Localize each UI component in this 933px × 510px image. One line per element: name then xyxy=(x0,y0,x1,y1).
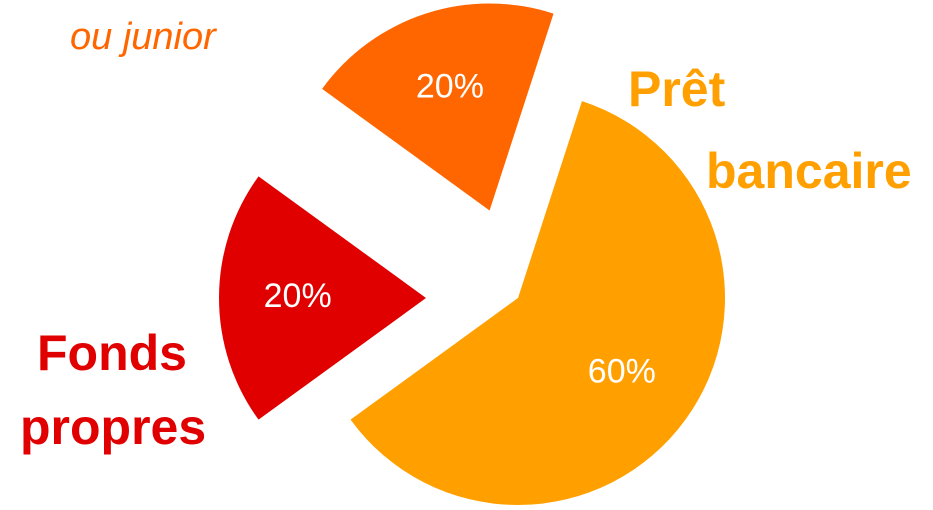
pie-slice-pret-bancaire xyxy=(350,101,725,506)
pie-slice-ou-junior xyxy=(322,3,554,211)
category-label-pret-bancaire-line1: Prêt xyxy=(628,61,726,117)
pie-slice-fonds-propres xyxy=(219,176,426,420)
pie-value-label-fonds-propres: 20% xyxy=(264,277,332,315)
pie-value-label-pret-bancaire: 60% xyxy=(588,352,656,390)
category-label-fonds-propres-line2: propres xyxy=(20,399,207,455)
pie-slices xyxy=(219,3,725,506)
category-label-pret-bancaire-line2: bancaire xyxy=(706,143,912,199)
category-label-ou-junior: ou junior xyxy=(70,16,216,58)
category-label-fonds-propres-line1: Fonds xyxy=(37,325,187,381)
pie-value-labels: 60% 20% 20% xyxy=(264,67,656,390)
pie-value-label-ou-junior: 20% xyxy=(416,67,484,105)
